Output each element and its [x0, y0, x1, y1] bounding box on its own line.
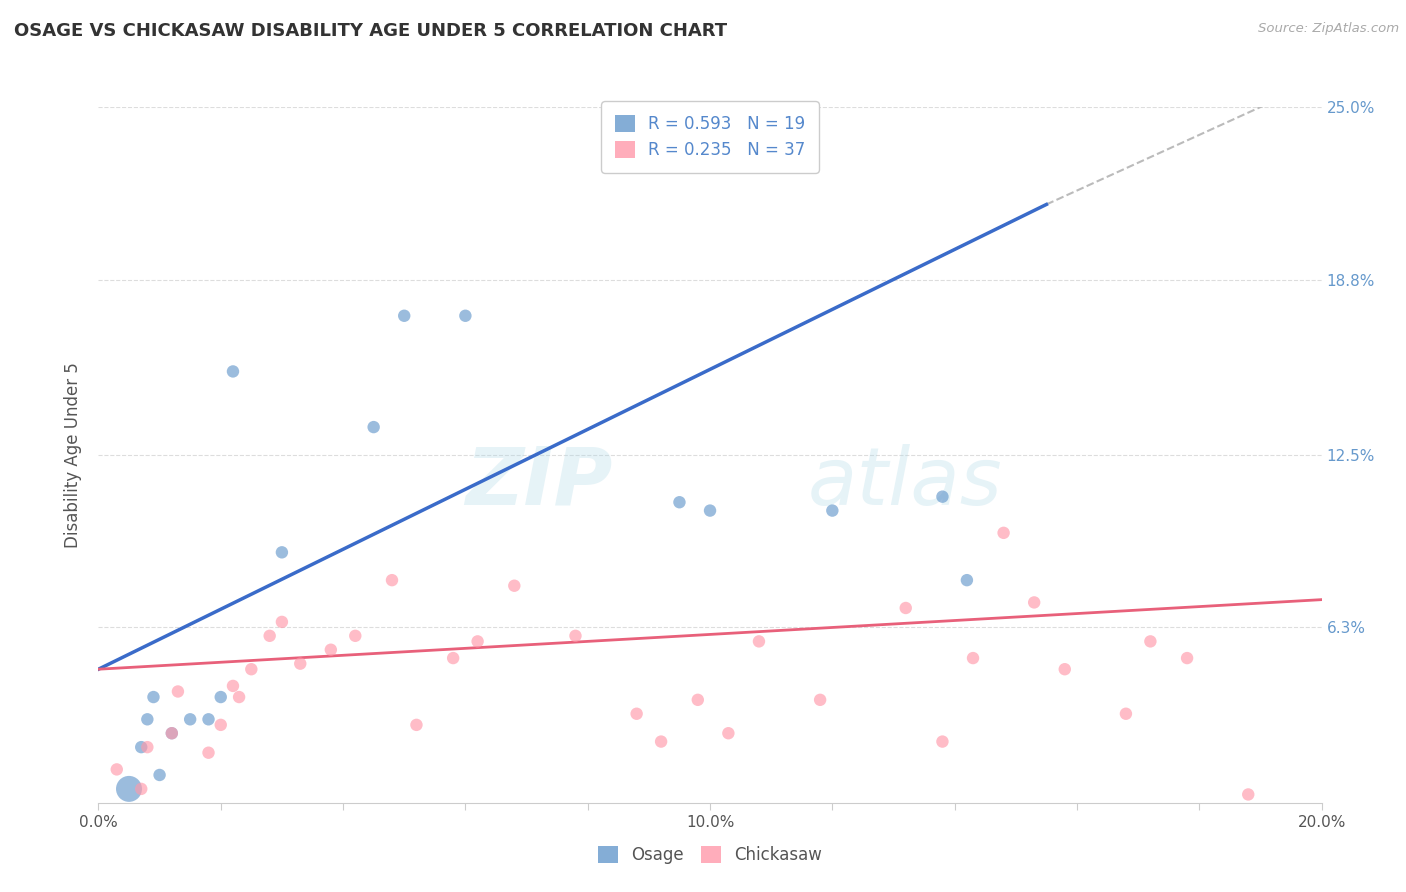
Point: [222, 364, 245, 378]
Point: [699, 503, 721, 517]
Point: [136, 740, 159, 755]
Point: [228, 690, 250, 704]
Point: [167, 684, 190, 698]
Point: [564, 629, 586, 643]
Point: [931, 734, 953, 748]
Point: [441, 651, 464, 665]
Point: [381, 573, 404, 587]
Point: [344, 629, 367, 643]
Text: ZIP: ZIP: [465, 443, 612, 522]
Text: atlas: atlas: [808, 443, 1002, 522]
Legend: Osage, Chickasaw: Osage, Chickasaw: [592, 839, 828, 871]
Point: [270, 615, 292, 629]
Text: OSAGE VS CHICKASAW DISABILITY AGE UNDER 5 CORRELATION CHART: OSAGE VS CHICKASAW DISABILITY AGE UNDER …: [14, 22, 727, 40]
Point: [118, 781, 141, 796]
Point: [1024, 595, 1046, 609]
Point: [149, 768, 172, 782]
Point: [956, 573, 979, 587]
Point: [717, 726, 740, 740]
Point: [136, 712, 159, 726]
Point: [1175, 651, 1198, 665]
Point: [290, 657, 312, 671]
Point: [467, 634, 489, 648]
Point: [1115, 706, 1137, 721]
Point: [1139, 634, 1161, 648]
Point: [962, 651, 984, 665]
Point: [821, 503, 844, 517]
Point: [503, 579, 526, 593]
Point: [454, 309, 477, 323]
Point: [808, 693, 831, 707]
Point: [105, 763, 128, 777]
Point: [319, 642, 342, 657]
Point: [626, 706, 648, 721]
Point: [894, 601, 917, 615]
Point: [209, 690, 232, 704]
Point: [392, 309, 416, 323]
Point: [1053, 662, 1076, 676]
Point: [363, 420, 385, 434]
Point: [748, 634, 770, 648]
Point: [129, 781, 152, 796]
Point: [160, 726, 183, 740]
Point: [142, 690, 165, 704]
Point: [993, 525, 1015, 540]
Point: [270, 545, 292, 559]
Point: [650, 734, 672, 748]
Point: [197, 712, 219, 726]
Point: [179, 712, 201, 726]
Point: [129, 740, 152, 755]
Point: [209, 718, 232, 732]
Point: [259, 629, 281, 643]
Point: [197, 746, 219, 760]
Y-axis label: Disability Age Under 5: Disability Age Under 5: [65, 362, 83, 548]
Point: [222, 679, 245, 693]
Text: Source: ZipAtlas.com: Source: ZipAtlas.com: [1258, 22, 1399, 36]
Point: [240, 662, 263, 676]
Point: [1237, 788, 1260, 802]
Point: [668, 495, 690, 509]
Point: [686, 693, 709, 707]
Point: [160, 726, 183, 740]
Point: [405, 718, 427, 732]
Point: [931, 490, 953, 504]
